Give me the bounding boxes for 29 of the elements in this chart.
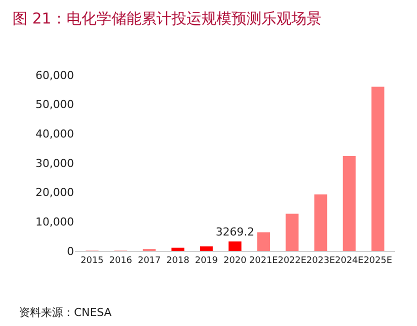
x-tick-label: 2018 bbox=[166, 256, 190, 266]
y-tick-label: 10,000 bbox=[36, 216, 74, 229]
x-tick-label: 2024E bbox=[334, 256, 364, 266]
bar bbox=[200, 246, 213, 251]
bar bbox=[171, 248, 184, 251]
text: 资料来源：CNESA bbox=[19, 306, 112, 319]
bar bbox=[314, 194, 328, 251]
x-tick-label: 2023E bbox=[306, 256, 336, 266]
y-tick-label: 60,000 bbox=[36, 68, 74, 82]
x-tick-label: 2019 bbox=[194, 256, 218, 266]
x-tick-label: 2022E bbox=[278, 256, 307, 266]
y-tick-label: 50,000 bbox=[36, 98, 74, 112]
x-tick-label: 2015 bbox=[80, 256, 104, 266]
x-tick-label: 2025E bbox=[364, 256, 392, 266]
bar bbox=[257, 232, 270, 251]
y-tick-label: 40,000 bbox=[36, 128, 74, 141]
y-tick-label: 20,000 bbox=[36, 186, 74, 200]
bar bbox=[342, 156, 356, 251]
chart-title: 图 21：电化学储能累计投运规模预测乐观场景 bbox=[12, 10, 322, 28]
x-tick-label: 2017 bbox=[138, 256, 161, 266]
bar bbox=[228, 241, 242, 251]
x-tick-label: 2016 bbox=[109, 256, 132, 266]
bar bbox=[286, 214, 299, 251]
bar bbox=[371, 86, 384, 251]
x-tick-label: 2020 bbox=[224, 256, 247, 266]
x-tick-label: 2021E bbox=[249, 256, 278, 266]
data-label: 3269.2 bbox=[216, 225, 254, 238]
y-tick-label: 30,000 bbox=[36, 156, 74, 170]
y-tick-label: 0 bbox=[67, 244, 74, 258]
